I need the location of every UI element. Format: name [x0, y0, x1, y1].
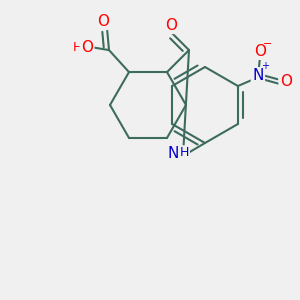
Text: O: O [81, 40, 93, 55]
Text: +: + [261, 61, 269, 71]
Text: N: N [167, 146, 179, 160]
Text: O: O [165, 18, 177, 33]
Text: O: O [280, 74, 292, 89]
Text: H: H [179, 146, 189, 160]
Text: O: O [254, 44, 266, 59]
Text: −: − [263, 39, 273, 49]
Text: H: H [72, 40, 82, 54]
Text: O: O [97, 14, 109, 28]
Text: N: N [252, 68, 264, 83]
